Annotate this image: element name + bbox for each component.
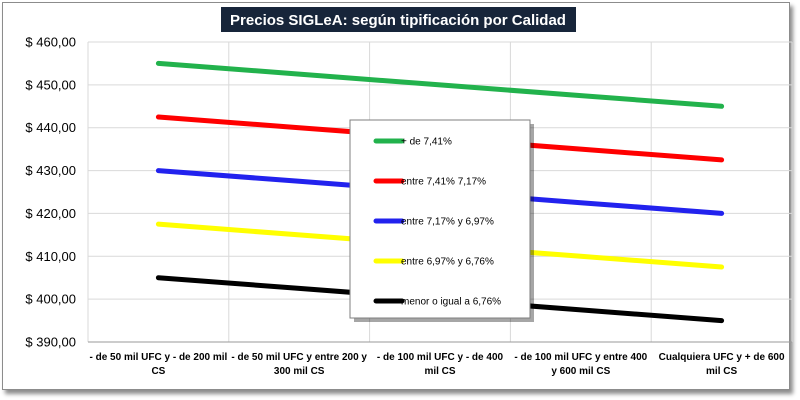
y-tick-label: $ 460,00 [25, 35, 76, 50]
legend-label: entre 7,17% y 6,97% [401, 217, 494, 228]
legend-label: + de 7,41% [401, 137, 452, 148]
y-tick-label: $ 410,00 [25, 249, 76, 264]
x-tick-label: - de 50 mil UFC y - de 200 mil CS [89, 352, 227, 377]
chart-title: Precios SIGLeA: según tipificación por C… [230, 12, 566, 29]
y-tick-label: $ 400,00 [25, 292, 76, 307]
x-tick-label: - de 100 mil UFC y - de 400 mil CS [377, 352, 504, 377]
series-line-1 [155, 60, 725, 109]
legend-label: entre 6,97% y 6,76% [401, 257, 494, 268]
chart-title-box [221, 7, 576, 32]
y-tick-label: $ 430,00 [25, 163, 76, 178]
legend-label: entre 7,41% 7,17% [401, 177, 486, 188]
x-tick-label: - de 50 mil UFC y entre 200 y 300 mil CS [231, 352, 367, 377]
x-tick-label: Cualquiera UFC y + de 600 mil CS [659, 352, 785, 377]
y-tick-label: $ 420,00 [25, 206, 76, 221]
x-tick-label: - de 100 mil UFC y entre 400 y 600 mil CS [514, 352, 647, 377]
y-tick-label: $ 440,00 [25, 120, 76, 135]
y-tick-label: $ 390,00 [25, 335, 76, 350]
y-tick-label: $ 450,00 [25, 77, 76, 92]
legend-label: menor o igual a 6,76% [401, 297, 501, 308]
